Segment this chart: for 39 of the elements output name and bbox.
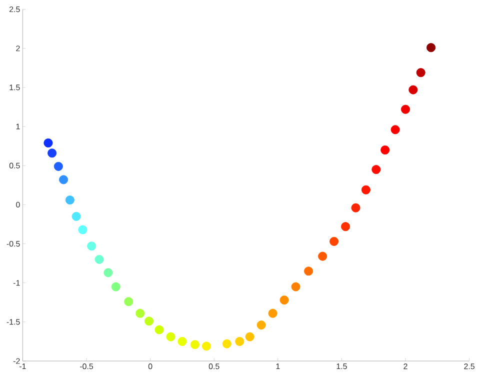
- point: [59, 175, 68, 184]
- point: [372, 165, 381, 174]
- point: [380, 145, 390, 154]
- point: [304, 266, 314, 276]
- point: [390, 125, 400, 134]
- point: [202, 342, 211, 351]
- point: [87, 242, 96, 251]
- point: [48, 148, 57, 158]
- point: [268, 308, 278, 318]
- point: [44, 138, 53, 148]
- point: [235, 336, 244, 346]
- point: [111, 282, 120, 292]
- point: [291, 282, 300, 292]
- point: [72, 212, 81, 221]
- point: [222, 339, 232, 348]
- point: [351, 203, 360, 212]
- point: [94, 254, 104, 264]
- point: [166, 332, 176, 342]
- point: [256, 320, 266, 330]
- point: [408, 85, 418, 94]
- point: [401, 104, 410, 114]
- point: [154, 325, 164, 334]
- point: [341, 222, 350, 232]
- point: [416, 68, 426, 78]
- point: [54, 162, 63, 171]
- point: [361, 185, 370, 194]
- point: [280, 296, 289, 305]
- point: [104, 268, 113, 278]
- point: [144, 316, 154, 326]
- point: [426, 43, 436, 52]
- point: [65, 196, 74, 204]
- point: [136, 308, 145, 318]
- point: [245, 332, 254, 342]
- point: [124, 297, 134, 306]
- point: [178, 336, 187, 346]
- point: [330, 236, 339, 246]
- point: [318, 252, 328, 261]
- point: [190, 340, 200, 350]
- point: [78, 225, 88, 234]
